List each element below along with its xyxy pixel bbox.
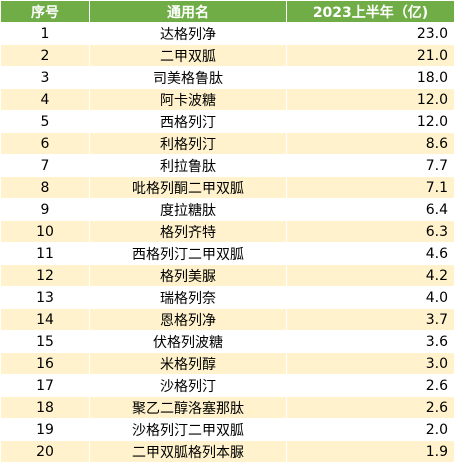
row-index-cell: 5 [1,111,90,133]
table-header: 序号 通用名 2023上半年（亿) [1,1,454,23]
row-value-cell: 3.6 [287,331,454,353]
row-name-cell: 利拉鲁肽 [90,155,287,177]
row-index-cell: 10 [1,221,90,243]
row-value-cell: 21.0 [287,45,454,67]
row-value-cell: 6.3 [287,221,454,243]
row-name-cell: 度拉糖肽 [90,199,287,221]
row-index-cell: 16 [1,353,90,375]
row-index-cell: 7 [1,155,90,177]
row-value-cell: 6.4 [287,199,454,221]
row-value-cell: 7.1 [287,177,454,199]
row-name-cell: 米格列醇 [90,353,287,375]
row-name-cell: 沙格列汀 [90,375,287,397]
row-value-cell: 4.0 [287,287,454,309]
row-value-cell: 3.0 [287,353,454,375]
row-index-cell: 14 [1,309,90,331]
row-value-cell: 2.6 [287,375,454,397]
row-value-cell: 8.6 [287,133,454,155]
header-sales-value[interactable]: 2023上半年（亿) [287,1,454,23]
header-generic-name[interactable]: 通用名 [90,1,287,23]
row-index-cell: 12 [1,265,90,287]
header-index[interactable]: 序号 [1,1,90,23]
row-name-cell: 恩格列净 [90,309,287,331]
row-index-cell: 20 [1,441,90,463]
row-index-cell: 1 [1,23,90,45]
row-name-cell: 伏格列波糖 [90,331,287,353]
row-index-cell: 11 [1,243,90,265]
row-name-cell: 聚乙二醇洛塞那肽 [90,397,287,419]
row-index-cell: 13 [1,287,90,309]
row-value-cell: 12.0 [287,89,454,111]
row-value-cell: 18.0 [287,67,454,89]
row-name-cell: 吡格列酮二甲双胍 [90,177,287,199]
row-index-cell: 15 [1,331,90,353]
header-row: 序号 通用名 2023上半年（亿) [1,1,454,23]
row-value-cell: 2.6 [287,397,454,419]
row-name-cell: 达格列净 [90,23,287,45]
row-index-cell: 2 [1,45,90,67]
row-value-cell: 2.0 [287,419,454,441]
row-value-cell: 4.6 [287,243,454,265]
row-name-cell: 格列美脲 [90,265,287,287]
row-name-cell: 西格列汀二甲双胍 [90,243,287,265]
row-value-cell: 4.2 [287,265,454,287]
row-name-cell: 瑞格列奈 [90,287,287,309]
row-name-cell: 二甲双胍 [90,45,287,67]
row-name-cell: 利格列汀 [90,133,287,155]
row-value-cell: 12.0 [287,111,454,133]
row-index-cell: 8 [1,177,90,199]
row-value-cell: 23.0 [287,23,454,45]
row-name-cell: 阿卡波糖 [90,89,287,111]
row-index-cell: 4 [1,89,90,111]
row-index-cell: 6 [1,133,90,155]
row-value-cell: 7.7 [287,155,454,177]
row-name-cell: 格列齐特 [90,221,287,243]
row-name-cell: 司美格鲁肽 [90,67,287,89]
row-value-cell: 1.9 [287,441,454,463]
row-index-cell: 17 [1,375,90,397]
row-name-cell: 二甲双胍格列本脲 [90,441,287,463]
row-index-cell: 3 [1,67,90,89]
row-index-cell: 19 [1,419,90,441]
row-index-cell: 18 [1,397,90,419]
row-name-cell: 沙格列汀二甲双胍 [90,419,287,441]
row-name-cell: 西格列汀 [90,111,287,133]
row-value-cell: 3.7 [287,309,454,331]
row-index-cell: 9 [1,199,90,221]
